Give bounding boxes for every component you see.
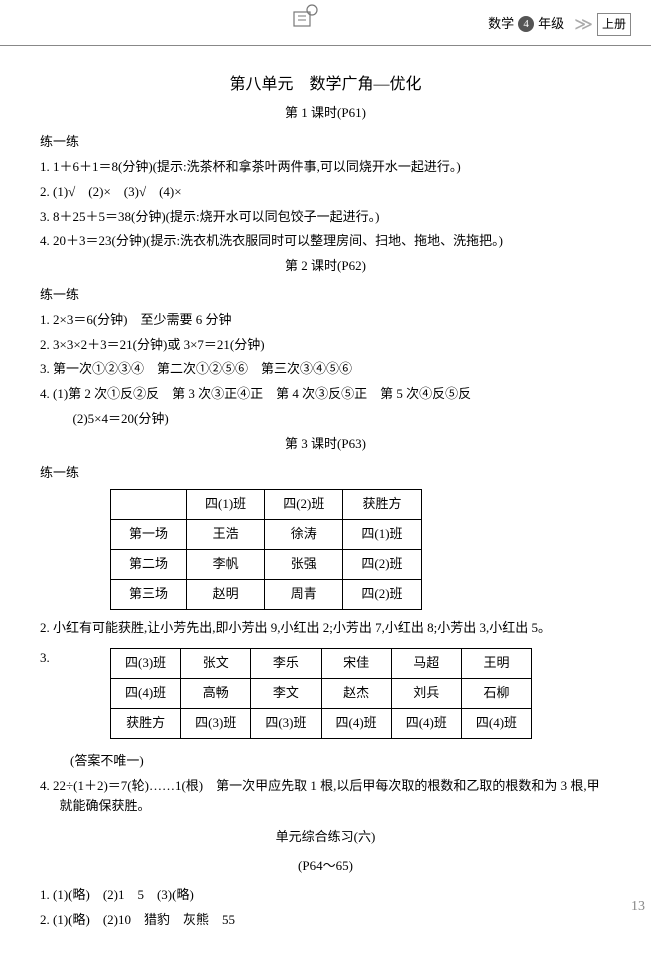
lesson3-item3-num: 3. <box>40 642 60 669</box>
table-row: 第二场 李帆 张强 四(2)班 <box>111 549 422 579</box>
review-pages: (P64～65) <box>40 856 611 877</box>
table-row: 第三场 赵明 周青 四(2)班 <box>111 579 422 609</box>
lesson2-item4b: (2)5×4＝20(分钟) <box>40 409 611 430</box>
grade-suffix: 年级 <box>538 14 564 35</box>
lesson1-item3: 3. 8＋25＋5＝38(分钟)(提示:烧开水可以同包饺子一起进行。) <box>40 207 611 228</box>
unit-title: 第八单元 数学广角—优化 <box>40 72 611 98</box>
page-content: 第八单元 数学广角—优化 第 1 课时(P61) 练一练 1. 1＋6＋1＝8(… <box>0 46 651 954</box>
subject-label: 数学 <box>488 14 514 35</box>
table-row: 获胜方 四(3)班 四(3)班 四(4)班 四(4)班 四(4)班 <box>111 708 532 738</box>
chevron-icon: ≫ <box>574 10 593 39</box>
volume-label: 上册 <box>597 13 631 36</box>
lesson3-table2: 四(3)班 张文 李乐 宋佳 马超 王明 四(4)班 高畅 李文 赵杰 刘兵 石… <box>110 648 532 738</box>
table-row: 第一场 王浩 徐涛 四(1)班 <box>111 520 422 550</box>
lesson3-item2: 2. 小红有可能获胜,让小芳先出,即小芳出 9,小红出 2;小芳出 7,小红出 … <box>40 618 611 639</box>
page-header: 数学 4 年级 ≫ 上册 <box>0 0 651 46</box>
page-number: 13 <box>631 896 645 918</box>
lesson2-item4a: 4. (1)第 2 次①反②反 第 3 次③正④正 第 4 次③反⑤正 第 5 … <box>40 384 611 405</box>
header-doodle-icon <box>290 2 322 40</box>
lesson1-item1: 1. 1＋6＋1＝8(分钟)(提示:洗茶杯和拿茶叶两件事,可以同烧开水一起进行。… <box>40 157 611 178</box>
lesson3-title: 第 3 课时(P63) <box>40 434 611 455</box>
lesson1-item4: 4. 20＋3＝23(分钟)(提示:洗衣机洗衣服同时可以整理房间、扫地、拖地、洗… <box>40 231 611 252</box>
lesson3-label: 练一练 <box>40 463 611 484</box>
lesson2-item3: 3. 第一次①②③④ 第二次①②⑤⑥ 第三次③④⑤⑥ <box>40 359 611 380</box>
review-item2: 2. (1)(略) (2)10 猎豹 灰熊 55 <box>40 910 611 931</box>
lesson2-item2: 2. 3×3×2＋3＝21(分钟)或 3×7＝21(分钟) <box>40 335 611 356</box>
lesson3-note: (答案不唯一) <box>70 751 611 772</box>
lesson1-title: 第 1 课时(P61) <box>40 103 611 124</box>
grade-badge: 4 <box>518 16 534 32</box>
table-row: 四(4)班 高畅 李文 赵杰 刘兵 石柳 <box>111 679 532 709</box>
lesson2-item1: 1. 2×3＝6(分钟) 至少需要 6 分钟 <box>40 310 611 331</box>
review-item1: 1. (1)(略) (2)1 5 (3)(略) <box>40 885 611 906</box>
table-row: 四(3)班 张文 李乐 宋佳 马超 王明 <box>111 649 532 679</box>
header-meta: 数学 4 年级 ≫ 上册 <box>488 10 631 39</box>
table-row: 四(1)班 四(2)班 获胜方 <box>111 490 422 520</box>
lesson2-label: 练一练 <box>40 285 611 306</box>
lesson1-label: 练一练 <box>40 132 611 153</box>
lesson3-table1: 四(1)班 四(2)班 获胜方 第一场 王浩 徐涛 四(1)班 第二场 李帆 张… <box>110 489 422 609</box>
lesson2-title: 第 2 课时(P62) <box>40 256 611 277</box>
lesson1-item2: 2. (1)√ (2)× (3)√ (4)× <box>40 182 611 203</box>
review-title: 单元综合练习(六) <box>40 827 611 848</box>
lesson3-item4: 4. 22÷(1＋2)＝7(轮)……1(根) 第一次甲应先取 1 根,以后甲每次… <box>40 776 611 818</box>
